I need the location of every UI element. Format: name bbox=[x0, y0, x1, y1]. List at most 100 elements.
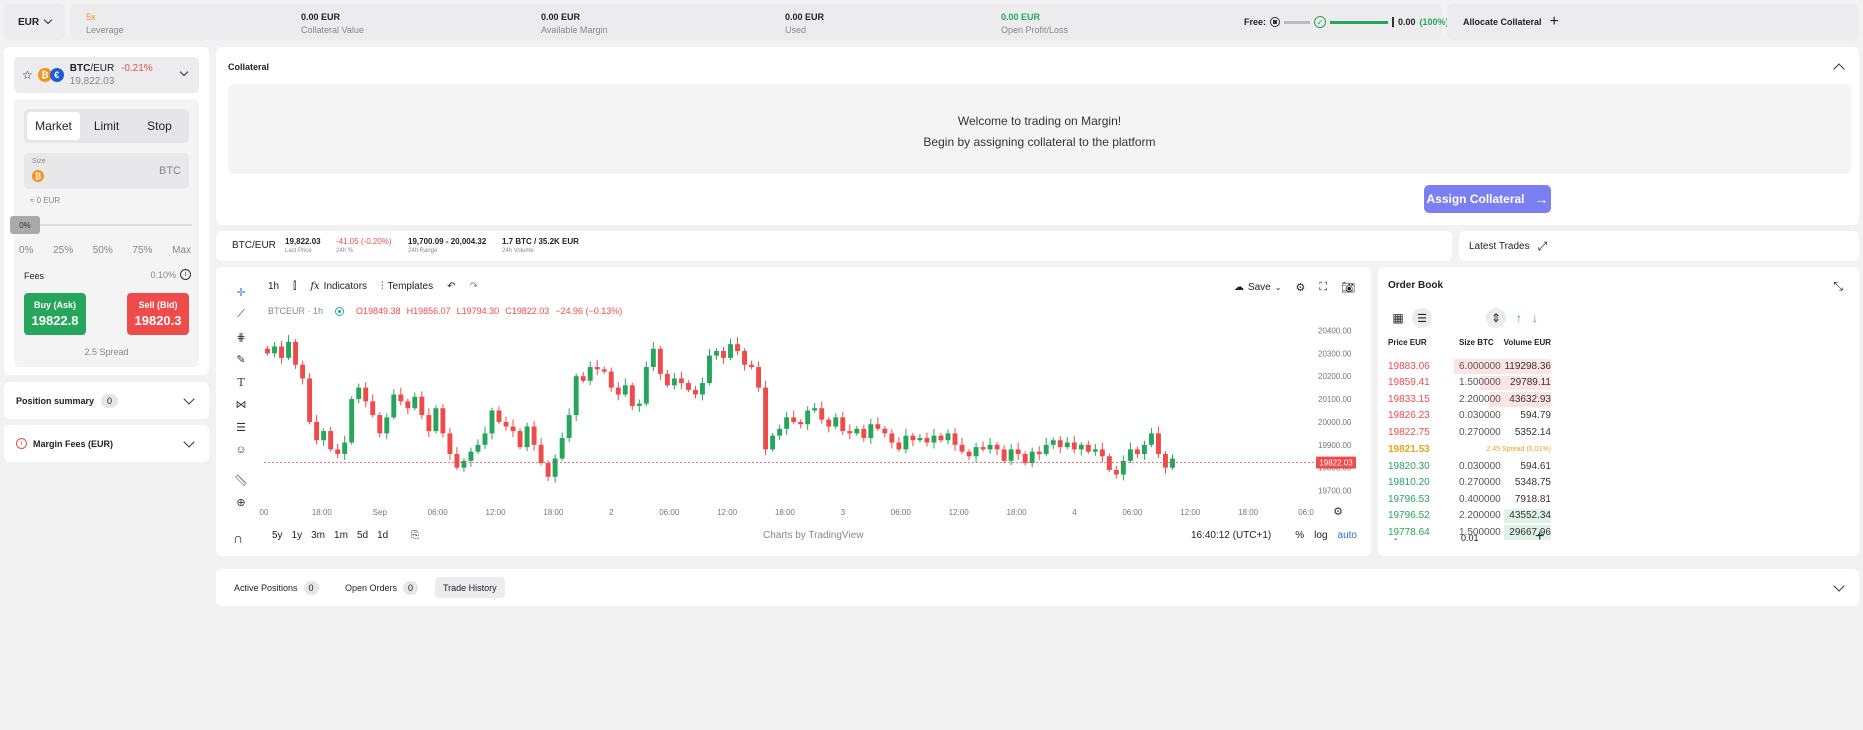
chevron-down-icon[interactable] bbox=[1833, 580, 1845, 592]
bid-row[interactable]: 19820.30 0.030000 594.61 bbox=[1378, 458, 1551, 475]
log-scale-button[interactable]: log bbox=[1314, 530, 1328, 541]
position-summary-toggle[interactable]: Position summary 0 bbox=[4, 382, 209, 419]
ask-row[interactable]: 19833.15 2.200000 43632.93 bbox=[1378, 391, 1551, 408]
y-tick-label: 20400.00 bbox=[1318, 326, 1352, 335]
grid-view-icon[interactable]: ▦ bbox=[1392, 311, 1404, 325]
bids-only-icon[interactable]: ↑ bbox=[1516, 311, 1522, 325]
candle-body bbox=[987, 444, 993, 450]
auto-scale-button[interactable]: auto bbox=[1337, 530, 1357, 541]
scale-settings-icon[interactable]: ⚙ bbox=[1333, 506, 1343, 518]
mark-25[interactable]: 25% bbox=[53, 245, 74, 256]
mark-0[interactable]: 0% bbox=[19, 245, 34, 256]
pair-selector[interactable]: ☆ ₿ € BTC/EUR -0.21% 19,822.03 bbox=[14, 57, 199, 93]
candle-body bbox=[664, 373, 670, 386]
size-unit: BTC bbox=[159, 165, 181, 177]
ask-row[interactable]: 19883.06 6.000000 119298.36 bbox=[1378, 358, 1551, 375]
fullscreen-icon[interactable]: ⛶ bbox=[1319, 281, 1328, 293]
mark-max[interactable]: Max bbox=[172, 245, 191, 256]
tab-open-orders[interactable]: Open Orders 0 bbox=[338, 577, 425, 598]
percent-scale-button[interactable]: % bbox=[1295, 530, 1305, 541]
latest-trades-button[interactable]: Latest Trades ⤢ bbox=[1459, 231, 1859, 261]
list-view-icon[interactable]: ☰ bbox=[1412, 308, 1432, 328]
ruler-icon[interactable]: 📏︎ bbox=[234, 474, 248, 487]
bid-row[interactable]: 19810.20 0.270000 5348.75 bbox=[1378, 475, 1551, 492]
candle-body bbox=[678, 378, 684, 384]
save-label: Save bbox=[1247, 282, 1271, 293]
size-input[interactable]: Size ₿ BTC bbox=[24, 153, 189, 189]
interval-button[interactable]: 1h bbox=[268, 281, 280, 292]
trend-line-icon[interactable]: ⟋ bbox=[237, 308, 245, 320]
magnet-icon[interactable]: ∩ bbox=[233, 530, 244, 546]
range-1m[interactable]: 1m bbox=[334, 530, 348, 541]
eur-coin-icon: € bbox=[49, 68, 64, 82]
info-icon[interactable]: i bbox=[180, 269, 191, 280]
free-value: 0.00 bbox=[1398, 17, 1416, 27]
range-5d[interactable]: 5d bbox=[356, 530, 369, 541]
mark-75[interactable]: 75% bbox=[132, 245, 153, 256]
candlestick-chart[interactable]: 20400.00 20300.00 20200.00 20100.00 20000.00… bbox=[256, 317, 1368, 524]
brush-icon[interactable]: ✎ bbox=[236, 354, 246, 366]
ask-row[interactable]: 19826.23 0.030000 594.79 bbox=[1378, 408, 1551, 425]
size-slider-track[interactable] bbox=[22, 224, 192, 226]
candle-type-icon[interactable]: ⫿ bbox=[293, 281, 297, 292]
tradingview-credit[interactable]: Charts by TradingView bbox=[763, 530, 864, 541]
order-panel: ☆ ₿ € BTC/EUR -0.21% 19,822.03 Market Li… bbox=[4, 47, 209, 375]
tab-market[interactable]: Market bbox=[27, 112, 80, 140]
bid-row[interactable]: 19778.64 1.500000 29667.96 bbox=[1378, 524, 1551, 541]
zoom-icon[interactable]: ⊕ bbox=[236, 497, 246, 509]
tab-limit[interactable]: Limit bbox=[93, 119, 120, 133]
tab-active-positions[interactable]: Active Positions 0 bbox=[227, 577, 326, 598]
chevron-up-icon[interactable] bbox=[1833, 63, 1845, 75]
ask-row[interactable]: 19822.75 0.270000 5352.14 bbox=[1378, 424, 1551, 441]
indicators-label: Indicators bbox=[323, 281, 368, 292]
assign-collateral-button[interactable]: Assign Collateral → bbox=[1424, 185, 1551, 213]
pattern-icon[interactable]: ⋈ bbox=[235, 399, 247, 411]
templates-button[interactable]: ⫶ Templates bbox=[381, 281, 433, 292]
collapse-icon[interactable]: ⤡ bbox=[1833, 279, 1843, 293]
save-button[interactable]: ☁ Save ⌄ bbox=[1234, 282, 1282, 293]
measure-icon[interactable]: ☰ bbox=[236, 421, 246, 434]
fib-icon[interactable]: ⋕ bbox=[236, 331, 246, 344]
allocate-collateral-button[interactable]: Allocate Collateral + bbox=[1447, 4, 1859, 40]
chart-clock[interactable]: 16:40:12 (UTC+1) bbox=[1190, 530, 1272, 541]
y-tick-label: 20000.00 bbox=[1318, 418, 1352, 427]
bid-row[interactable]: 19796.53 0.400000 7918.81 bbox=[1378, 491, 1551, 508]
star-icon[interactable]: ☆ bbox=[22, 68, 33, 82]
currency-selector[interactable]: EUR bbox=[4, 4, 65, 40]
mark-50[interactable]: 50% bbox=[92, 245, 113, 256]
text-icon[interactable]: T bbox=[237, 375, 245, 389]
margin-fees-toggle[interactable]: i Margin Fees (EUR) bbox=[4, 425, 209, 462]
orderbook-title: Order Book bbox=[1388, 280, 1444, 291]
plus-icon[interactable]: + bbox=[1535, 528, 1545, 545]
undo-icon[interactable]: ↶ bbox=[447, 281, 456, 292]
asks-only-icon[interactable]: ↓ bbox=[1532, 311, 1538, 325]
date-range-icon[interactable]: ⎘ bbox=[411, 530, 420, 541]
crosshair-icon[interactable]: ✛ bbox=[236, 286, 246, 299]
buy-button[interactable]: Buy (Ask) 19822.8 bbox=[24, 293, 86, 335]
emoji-icon[interactable]: ☺ bbox=[235, 443, 247, 456]
range-1y[interactable]: 1y bbox=[291, 530, 303, 541]
bid-price: 19820.30 bbox=[1388, 460, 1430, 472]
settings-icon[interactable]: ⚙ bbox=[1295, 282, 1306, 294]
tab-stop[interactable]: Stop bbox=[147, 119, 172, 133]
candle-body bbox=[749, 364, 755, 368]
sell-button[interactable]: Sell (Bid) 19820.3 bbox=[127, 293, 189, 335]
tab-trade-history[interactable]: Trade History bbox=[435, 577, 505, 598]
candle-body bbox=[601, 369, 607, 372]
candle-body bbox=[391, 394, 397, 418]
range-3m[interactable]: 3m bbox=[311, 530, 326, 541]
precision-value[interactable]: 0.01 bbox=[1461, 533, 1479, 543]
indicators-button[interactable]: fx Indicators bbox=[310, 281, 367, 292]
camera-icon[interactable]: 📷︎ bbox=[1341, 282, 1355, 294]
range-5y[interactable]: 5y bbox=[272, 530, 283, 541]
collateral-welcome: Welcome to trading on Margin! Begin by a… bbox=[228, 84, 1851, 174]
both-sides-icon[interactable]: ⇕ bbox=[1486, 308, 1506, 328]
size-slider-handle[interactable]: 0% bbox=[10, 216, 40, 234]
ask-row[interactable]: 19859.41 1.500000 29789.11 bbox=[1378, 375, 1551, 392]
redo-icon[interactable]: ↷ bbox=[469, 281, 478, 292]
last-price-value: 19,822.03 bbox=[285, 237, 321, 246]
bid-row[interactable]: 19796.52 2.200000 43552.34 bbox=[1378, 508, 1551, 525]
range-1d[interactable]: 1d bbox=[377, 530, 389, 541]
candle-body bbox=[482, 433, 488, 445]
candle-body bbox=[1092, 449, 1098, 452]
